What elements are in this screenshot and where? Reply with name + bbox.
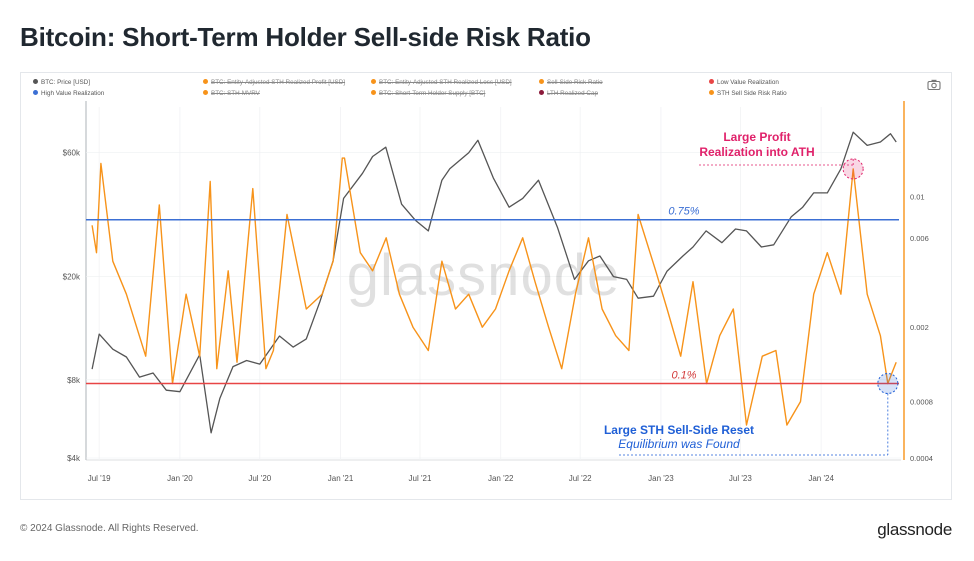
x-tick-label: Jul '22 [569,474,592,483]
x-tick-label: Jul '21 [409,474,432,483]
x-tick-label: Jan '21 [328,474,354,483]
legend-label: BTC: Entity-Adjusted STH Realized Loss [… [379,79,512,86]
legend-label: STH Sell Side Risk Ratio [717,90,787,97]
ath-highlight-circle [842,158,864,180]
x-tick-label: Jan '24 [808,474,834,483]
ath-annotation-line2: Realization into ATH [699,145,814,159]
legend-dot-icon [709,78,714,84]
x-tick-label: Jul '23 [729,474,752,483]
chart-svg: Jul '19 Jan '20 Jul '20 Jan '21 Jul '21 Jan '… [63,101,933,483]
legend-item[interactable]: BTC: Entity-Adjusted STH Realized Profit… [203,78,346,87]
legend-label: BTC: Short-Term Holder Supply [BTC] [379,90,486,97]
legend-label: High Value Realization [41,90,105,97]
y-left-tick-label: $4k [67,454,81,463]
legend-item[interactable]: Low Value Realization [709,78,779,87]
y-left-tick-label: $60k [63,149,81,158]
legend-item[interactable]: LTH Realized Cap [539,89,598,98]
x-tick-label: Jul '20 [248,474,271,483]
price-series-line [91,131,897,434]
legend-label: LTH Realized Cap [547,90,598,97]
y-left-tick-label: $8k [67,376,81,385]
legend-dot-icon [371,78,376,84]
legend-dot-icon [709,89,714,95]
legend-item[interactable]: STH Sell Side Risk Ratio [709,89,787,98]
legend-item[interactable]: BTC: Price [USD] [33,78,90,87]
x-tick-label: Jan '23 [648,474,674,483]
y-right-tick-label: 0.01 [910,192,925,201]
legend-dot-icon [33,89,38,95]
copyright-text: © 2024 Glassnode. All Rights Reserved. [20,523,199,534]
reset-annotation-line2: Equilibrium was Found [618,437,740,451]
legend-item[interactable]: BTC: Entity-Adjusted STH Realized Loss [… [371,78,512,87]
high-threshold-label: 0.75% [668,206,699,218]
legend-item[interactable]: BTC: Short-Term Holder Supply [BTC] [371,89,486,98]
reset-annotation-line1: Large STH Sell-Side Reset [604,423,754,437]
legend-dot-icon [539,78,544,84]
x-tick-label: Jan '22 [488,474,514,483]
legend-label: BTC: STH-MVRV [211,90,260,97]
legend-dot-icon [33,78,38,84]
legend-dot-icon [539,89,544,95]
glassnode-logo: glassnode [877,520,952,539]
y-right-tick-label: 0.0008 [910,398,933,407]
legend-item[interactable]: Sell-Side Risk Ratio [539,78,603,87]
y-left-tick-label: $20k [63,273,81,282]
x-tick-label: Jan '20 [167,474,193,483]
legend-label: Low Value Realization [717,79,779,86]
y-right-tick-label: 0.002 [910,323,929,332]
legend-dot-icon [203,89,208,95]
x-tick-label: Jul '19 [88,474,111,483]
legend-dot-icon [371,89,376,95]
y-right-tick-label: 0.0004 [910,454,933,463]
chart-legend: BTC: Price [USD] BTC: Entity-Adjusted STH… [33,78,913,101]
page-title: Bitcoin: Short-Term Holder Sell-side Ris… [20,22,591,52]
legend-dot-icon [203,78,208,84]
legend-item[interactable]: High Value Realization [33,89,105,98]
legend-label: BTC: Entity-Adjusted STH Realized Profit… [211,79,346,86]
legend-label: BTC: Price [USD] [41,79,90,86]
low-threshold-label: 0.1% [671,370,696,382]
ath-annotation-line1: Large Profit [723,130,790,144]
camera-icon[interactable] [927,79,941,90]
reset-highlight-circle [877,373,899,395]
legend-item[interactable]: BTC: STH-MVRV [203,89,260,98]
legend-label: Sell-Side Risk Ratio [547,79,603,86]
chart-card: BTC: Price [USD] BTC: Entity-Adjusted STH… [20,72,952,500]
sth-risk-ratio-line [91,157,897,426]
y-right-tick-label: 0.006 [910,234,929,243]
